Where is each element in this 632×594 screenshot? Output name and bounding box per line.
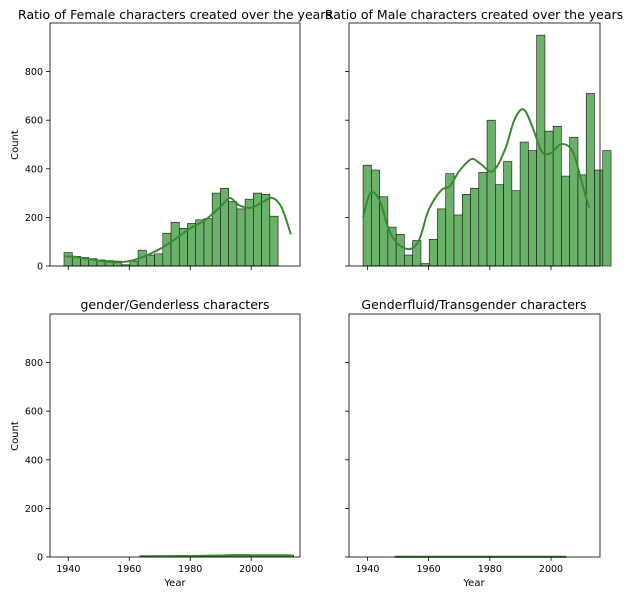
y-tick-label: 0 xyxy=(37,262,43,273)
histogram-bar xyxy=(461,194,471,267)
kde-line xyxy=(362,108,591,251)
axes-frame xyxy=(348,22,601,267)
chart-title: gender/Genderless characters xyxy=(80,297,269,312)
panel-genderfluid: Genderfluid/Transgender characters Year … xyxy=(345,297,601,589)
y-tick-label: 600 xyxy=(25,116,43,127)
chart-title: Ratio of Male characters created over th… xyxy=(325,7,623,22)
histogram-bar xyxy=(162,232,172,267)
histogram-bar xyxy=(63,252,73,267)
histogram-bar xyxy=(395,234,405,267)
panel-male: Ratio of Male characters created over th… xyxy=(325,7,623,270)
histogram-bar xyxy=(170,221,180,267)
y-tick-label: 200 xyxy=(25,504,43,515)
histogram-bar xyxy=(453,214,463,267)
histogram-bar xyxy=(387,226,397,267)
histogram-bar xyxy=(428,238,438,267)
axes-frame xyxy=(348,313,601,558)
x-axis-label: Year xyxy=(163,578,186,589)
histogram-bar xyxy=(495,184,504,267)
histogram-bar xyxy=(129,260,139,267)
y-tick-label: 800 xyxy=(25,358,43,369)
axes-frame xyxy=(49,22,301,267)
x-tick-label: 1960 xyxy=(117,564,141,575)
x-tick-label: 2000 xyxy=(239,564,263,575)
histogram-bar xyxy=(261,194,271,267)
histogram-bar xyxy=(211,192,221,267)
histogram-bar xyxy=(594,169,604,267)
histogram-bar xyxy=(577,174,587,267)
histogram-bar xyxy=(511,190,521,267)
histogram-bar xyxy=(470,187,480,267)
histogram-bar xyxy=(146,254,155,267)
kde-line xyxy=(139,554,291,558)
histogram-bar xyxy=(154,253,164,267)
histogram-bar xyxy=(244,198,254,267)
histogram-bar xyxy=(371,169,380,267)
histogram-bar xyxy=(486,119,496,267)
histogram-bar xyxy=(404,254,413,267)
y-tick-label: 400 xyxy=(25,455,43,466)
histogram-bar xyxy=(503,161,513,267)
histogram-bar xyxy=(478,172,488,267)
histogram-bar xyxy=(203,218,213,267)
histogram-bar xyxy=(437,208,447,267)
x-axis-label: Year xyxy=(462,578,485,589)
y-tick-label: 200 xyxy=(25,213,43,224)
histogram-bar xyxy=(561,175,570,267)
y-tick-label: 800 xyxy=(25,67,43,78)
y-axis-label: Count xyxy=(10,421,21,451)
histogram-bar xyxy=(379,196,389,267)
axes-frame xyxy=(49,313,301,558)
x-tick-label: 1940 xyxy=(56,564,80,575)
histogram-bar xyxy=(236,208,246,267)
chart-title: Ratio of Female characters created over … xyxy=(18,7,332,22)
histogram-bar xyxy=(228,201,238,267)
panel-female: Ratio of Female characters created over … xyxy=(10,7,332,273)
panel-genderless: gender/Genderless characters Count Year … xyxy=(10,297,301,589)
y-tick-label: 600 xyxy=(25,407,43,418)
histogram-bar xyxy=(528,150,537,267)
chart-title: Genderfluid/Transgender characters xyxy=(361,297,586,312)
y-tick-label: 0 xyxy=(37,553,43,564)
x-tick-label: 1960 xyxy=(416,564,440,575)
histogram-bar xyxy=(585,93,595,267)
histogram-bar xyxy=(602,150,612,267)
x-tick-label: 1940 xyxy=(355,564,379,575)
histogram-bar xyxy=(519,141,529,267)
x-tick-label: 1980 xyxy=(478,564,502,575)
histogram-bar xyxy=(195,219,205,267)
kde-line xyxy=(65,196,292,264)
y-tick-label: 400 xyxy=(25,164,43,175)
x-tick-label: 1980 xyxy=(178,564,202,575)
y-axis-label: Count xyxy=(10,130,21,160)
x-tick-label: 2000 xyxy=(539,564,563,575)
histogram-bar xyxy=(269,215,279,267)
